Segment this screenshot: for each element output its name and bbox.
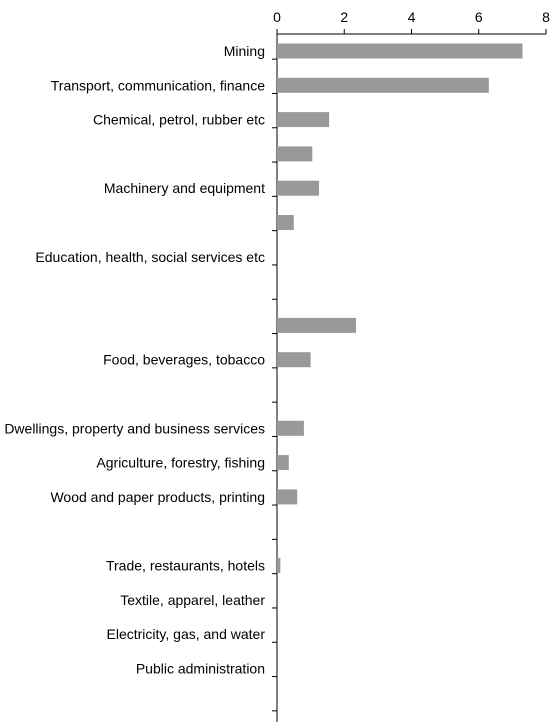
category-label: Wood and paper products, printing <box>50 489 265 505</box>
category-label: Transport, communication, finance <box>51 77 265 93</box>
x-tick-label: 6 <box>475 9 483 25</box>
bar <box>277 77 489 93</box>
bar <box>277 180 320 196</box>
category-label: Dwellings, property and business service… <box>4 420 265 436</box>
x-tick-label: 2 <box>340 9 348 25</box>
bar <box>277 112 330 128</box>
category-label: Machinery and equipment <box>104 180 265 196</box>
category-label: Trade, restaurants, hotels <box>106 558 265 574</box>
category-label: Food, beverages, tobacco <box>103 352 265 368</box>
x-tick-label: 4 <box>408 9 416 25</box>
bars <box>277 43 523 573</box>
category-label: Mining <box>224 43 265 59</box>
bar <box>277 420 304 436</box>
category-label: Public administration <box>136 660 265 676</box>
bar <box>277 558 281 573</box>
category-label: Chemical, petrol, rubber etc <box>93 112 265 128</box>
category-label: Agriculture, forestry, fishing <box>96 455 265 471</box>
bar <box>277 146 313 162</box>
category-label: Electricity, gas, and water <box>107 626 266 642</box>
y-axis <box>272 34 278 722</box>
bar <box>277 43 523 59</box>
bar <box>277 215 294 230</box>
bar <box>277 352 311 368</box>
bar <box>277 317 357 333</box>
bar <box>277 489 298 505</box>
category-label: Education, health, social services etc <box>35 249 265 265</box>
x-tick-label: 0 <box>273 9 281 25</box>
x-axis: 0 2 4 6 8 <box>273 9 550 35</box>
x-tick-label: 8 <box>542 9 550 25</box>
bar <box>277 455 289 471</box>
category-label: Textile, apparel, leather <box>120 592 265 608</box>
category-labels: Mining Transport, communication, finance C… <box>4 43 266 676</box>
